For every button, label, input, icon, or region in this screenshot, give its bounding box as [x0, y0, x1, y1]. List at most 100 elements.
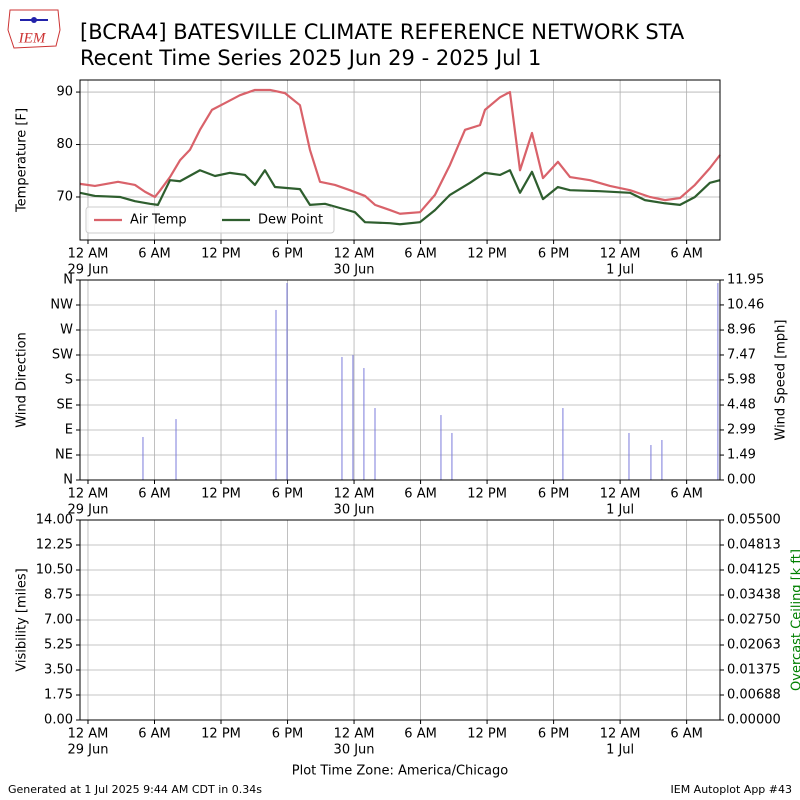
- y-tick-label: N: [63, 473, 73, 488]
- plot-frame: [79, 519, 721, 721]
- bar: [341, 356, 343, 480]
- x-tick-label: 12 AM: [600, 247, 641, 262]
- y-tick-label: SW: [52, 348, 73, 363]
- x-tick-label: 6 PM: [538, 487, 569, 502]
- bar: [175, 419, 177, 480]
- footer-left: Generated at 1 Jul 2025 9:44 AM CDT in 0…: [8, 783, 262, 796]
- x-tick-label: 6 PM: [272, 487, 303, 502]
- y-tick-label: 90: [56, 85, 73, 100]
- x-tick-label: 12 AM: [68, 727, 109, 742]
- bar: [363, 368, 365, 480]
- series-line: [79, 169, 721, 226]
- x-tick-label: 6 PM: [272, 727, 303, 742]
- x-tick-label: 12 AM: [600, 487, 641, 502]
- x-tick-label: 12 AM: [334, 487, 375, 502]
- y-tick-label: SE: [57, 398, 73, 413]
- y2-tick-label: 0.05500: [727, 513, 781, 528]
- y2-tick-label: 0.04813: [727, 538, 781, 553]
- chart-title: [BCRA4] BATESVILLE CLIMATE REFERENCE NET…: [80, 20, 685, 44]
- plot-frame: [79, 279, 721, 481]
- legend-label: Dew Point: [258, 213, 323, 228]
- x-tick-label: 12 AM: [68, 247, 109, 262]
- x-tick-label: 6 AM: [670, 247, 703, 262]
- x-tick-label: 12 AM: [600, 727, 641, 742]
- bar: [628, 432, 630, 480]
- y2-axis-label: Wind Speed [mph]: [774, 320, 789, 441]
- x-tick-label: 6 AM: [670, 727, 703, 742]
- y-tick-label: 7.00: [44, 613, 73, 628]
- y2-tick-label: 0.00688: [727, 688, 781, 703]
- y-tick-label: NW: [50, 298, 73, 313]
- y2-tick-label: 5.98: [727, 372, 756, 387]
- x-tick-label: 6 AM: [404, 487, 437, 502]
- x-tick-label: 6 PM: [538, 727, 569, 742]
- x-tick-label: 6 AM: [670, 487, 703, 502]
- x-tick-date: 30 Jun: [334, 743, 375, 758]
- y2-tick-label: 0.00000: [727, 713, 781, 728]
- logo-dot: [31, 17, 37, 23]
- bar: [286, 283, 288, 480]
- x-tick-label: 6 AM: [138, 247, 171, 262]
- y2-tick-label: 0.04125: [727, 563, 781, 578]
- x-tick-date: 1 Jul: [606, 263, 634, 278]
- x-tick-label: 12 AM: [68, 487, 109, 502]
- y2-tick-label: 4.48: [727, 398, 756, 413]
- footer-right: IEM Autoplot App #43: [671, 783, 793, 796]
- x-tick-label: 12 AM: [334, 247, 375, 262]
- x-tick-label: 6 AM: [138, 487, 171, 502]
- y-tick-label: E: [65, 423, 73, 438]
- x-tick-label: 12 PM: [467, 727, 507, 742]
- y-tick-label: NE: [55, 448, 73, 463]
- x-tick-date: 1 Jul: [606, 743, 634, 758]
- x-tick-label: 12 PM: [201, 247, 241, 262]
- y2-tick-label: 0.02750: [727, 613, 781, 628]
- y-tick-label: 3.50: [44, 663, 73, 678]
- y-axis-label: Wind Direction: [15, 332, 30, 428]
- x-tick-date: 30 Jun: [334, 503, 375, 518]
- y2-tick-label: 0.00: [727, 473, 756, 488]
- y2-tick-label: 0.01375: [727, 663, 781, 678]
- bar: [717, 283, 719, 480]
- logo-text: IEM: [18, 30, 47, 46]
- bar: [275, 309, 277, 480]
- bar: [440, 415, 442, 480]
- series-line: [79, 88, 721, 215]
- bar: [661, 440, 663, 480]
- y-tick-label: 14.00: [36, 513, 73, 528]
- x-tick-label: 12 AM: [334, 727, 375, 742]
- x-axis-label: Plot Time Zone: America/Chicago: [292, 764, 508, 779]
- y2-axis-label: Overcast Ceiling [k ft]: [790, 549, 800, 691]
- bar: [650, 445, 652, 480]
- y2-tick-label: 7.47: [727, 347, 756, 362]
- y2-tick-label: 10.46: [727, 297, 764, 312]
- bar: [352, 354, 354, 480]
- y2-tick-label: 0.03438: [727, 588, 781, 603]
- y2-tick-label: 1.49: [727, 448, 756, 463]
- x-tick-label: 6 AM: [404, 727, 437, 742]
- y-axis-label: Visibility [miles]: [15, 568, 30, 671]
- bar: [374, 408, 376, 480]
- y-tick-label: W: [60, 323, 73, 338]
- x-tick-date: 29 Jun: [67, 503, 108, 518]
- x-tick-date: 30 Jun: [334, 263, 375, 278]
- y-tick-label: 80: [56, 137, 73, 152]
- x-tick-label: 6 PM: [272, 247, 303, 262]
- y-tick-label: 5.25: [44, 638, 73, 653]
- y-tick-label: 1.75: [44, 688, 73, 703]
- logo: IEM: [7, 9, 61, 49]
- y2-tick-label: 2.99: [727, 422, 756, 437]
- x-tick-label: 6 PM: [538, 247, 569, 262]
- y-tick-label: S: [65, 373, 73, 388]
- y2-tick-label: 11.95: [727, 273, 764, 288]
- bar: [562, 408, 564, 480]
- bar: [451, 432, 453, 480]
- chart-subtitle: Recent Time Series 2025 Jun 29 - 2025 Ju…: [80, 46, 541, 70]
- plot-frame: [79, 79, 721, 241]
- x-tick-label: 6 AM: [138, 727, 171, 742]
- legend-label: Air Temp: [130, 213, 187, 228]
- y-axis-label: Temperature [F]: [15, 108, 30, 213]
- y-tick-label: 0.00: [44, 713, 73, 728]
- bar: [142, 436, 144, 480]
